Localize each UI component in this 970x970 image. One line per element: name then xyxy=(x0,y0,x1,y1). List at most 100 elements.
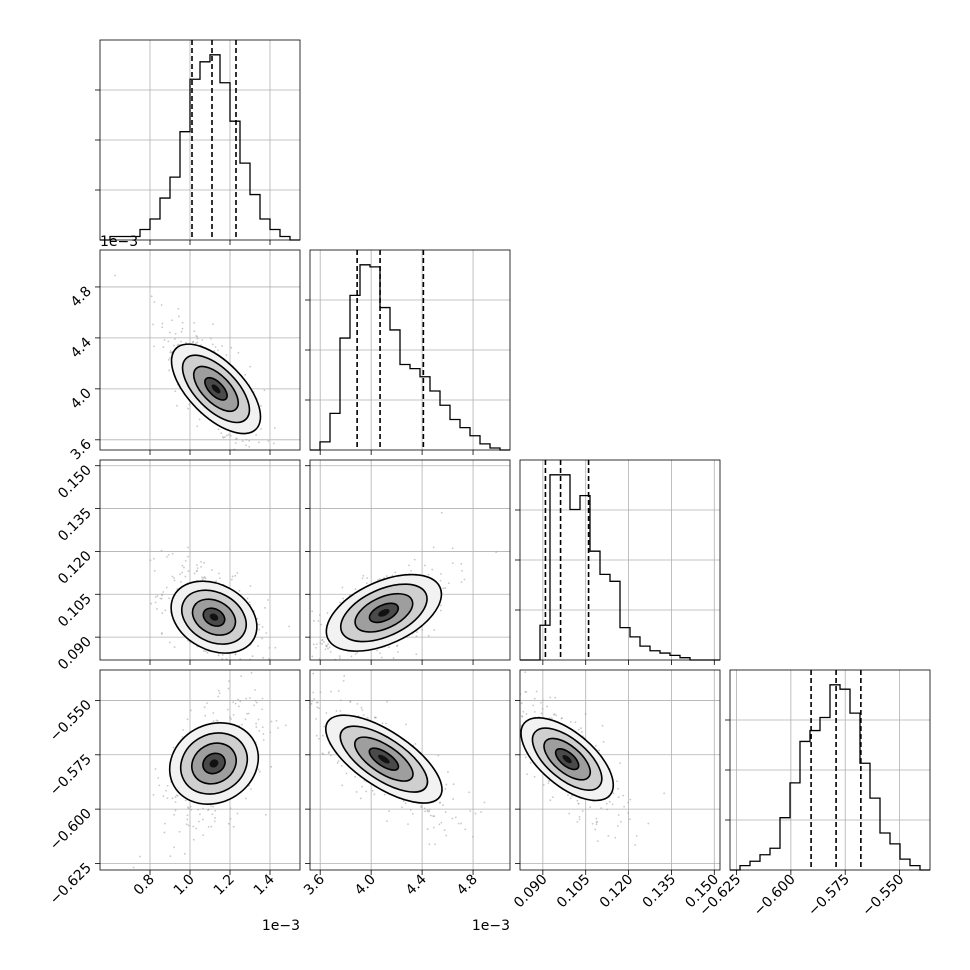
sample-point xyxy=(334,666,336,668)
sample-point xyxy=(424,564,426,567)
sample-point xyxy=(217,689,220,692)
sample-point xyxy=(327,647,329,650)
sample-point xyxy=(551,796,554,799)
x-tick-label: 0.105 xyxy=(554,872,594,912)
panel-2-0 xyxy=(95,459,301,682)
sample-point xyxy=(250,671,253,674)
sample-point xyxy=(324,648,327,651)
sample-point xyxy=(236,572,239,574)
sample-point xyxy=(452,798,455,800)
contour-line xyxy=(354,736,414,782)
sample-point xyxy=(260,428,262,430)
sample-point xyxy=(549,696,552,699)
sample-point xyxy=(158,784,161,787)
sample-point xyxy=(504,714,506,716)
sample-point xyxy=(525,691,528,693)
sample-point xyxy=(171,575,174,578)
sample-point xyxy=(416,631,418,633)
sample-point xyxy=(173,846,176,849)
sample-point xyxy=(440,511,443,514)
sample-point xyxy=(181,321,184,324)
sample-point xyxy=(257,663,259,665)
sample-point xyxy=(385,575,388,577)
contour-line xyxy=(339,583,428,643)
contour-line xyxy=(204,376,228,401)
sample-point xyxy=(240,673,242,675)
sample-point xyxy=(217,428,220,431)
sample-point xyxy=(550,717,553,720)
sample-point xyxy=(169,356,171,359)
sample-point xyxy=(174,801,177,804)
sample-point xyxy=(202,576,205,579)
sample-point xyxy=(602,740,605,743)
sample-point xyxy=(162,795,165,797)
sample-point xyxy=(321,643,323,645)
sample-point xyxy=(340,764,343,767)
sample-point xyxy=(307,707,309,709)
sample-point xyxy=(213,680,215,682)
sample-point xyxy=(265,813,267,816)
sample-point xyxy=(313,619,315,622)
sample-point xyxy=(404,802,407,805)
sample-point xyxy=(171,797,174,800)
sample-point xyxy=(248,601,251,604)
sample-point xyxy=(595,817,598,820)
panel-frame xyxy=(309,249,511,451)
sample-point xyxy=(197,808,200,811)
sample-point xyxy=(297,672,299,674)
sample-point xyxy=(187,806,189,809)
sample-point xyxy=(533,711,536,713)
sample-point xyxy=(647,822,650,825)
sample-point xyxy=(337,760,340,762)
density-level xyxy=(562,754,572,764)
sample-point xyxy=(263,389,266,392)
sample-point xyxy=(480,676,482,678)
sample-point xyxy=(426,809,429,811)
sample-point xyxy=(303,660,305,662)
sample-point xyxy=(439,579,442,582)
sample-point xyxy=(192,340,195,343)
sample-point xyxy=(261,626,264,628)
sample-point xyxy=(350,655,353,658)
sample-point xyxy=(578,818,581,821)
contour-line xyxy=(520,716,615,802)
sample-point xyxy=(174,809,177,812)
density-level xyxy=(211,384,221,394)
sample-point xyxy=(159,597,162,600)
x-offset-label: 1e−3 xyxy=(262,918,300,934)
sample-point xyxy=(589,806,592,808)
sample-point xyxy=(261,637,263,640)
sample-point xyxy=(232,701,235,704)
sample-point xyxy=(520,702,523,705)
sample-point xyxy=(181,564,184,567)
sample-point xyxy=(161,326,164,329)
sample-point xyxy=(378,663,380,665)
sample-point xyxy=(193,321,196,324)
sample-point xyxy=(212,720,215,723)
sample-point xyxy=(174,796,177,799)
sample-point xyxy=(165,789,167,792)
sample-point xyxy=(451,817,454,820)
sample-point xyxy=(516,736,518,738)
sample-point xyxy=(261,726,264,729)
sample-point xyxy=(316,643,318,646)
sample-point xyxy=(234,442,237,444)
sample-point xyxy=(288,625,291,628)
sample-point xyxy=(260,455,262,457)
sample-point xyxy=(414,742,417,745)
sample-point xyxy=(388,646,390,649)
sample-point xyxy=(571,795,573,797)
sample-point xyxy=(172,746,175,749)
sample-point xyxy=(275,453,277,455)
sample-point xyxy=(616,780,618,783)
sample-point xyxy=(196,341,199,344)
sample-point xyxy=(555,714,558,717)
sample-point xyxy=(444,788,447,790)
sample-point xyxy=(338,657,341,660)
panel-3-0 xyxy=(95,669,301,875)
sample-point xyxy=(433,815,436,818)
sample-point xyxy=(165,586,168,589)
sample-point xyxy=(460,562,463,565)
sample-point xyxy=(452,783,455,786)
panel-2-1 xyxy=(297,459,511,674)
